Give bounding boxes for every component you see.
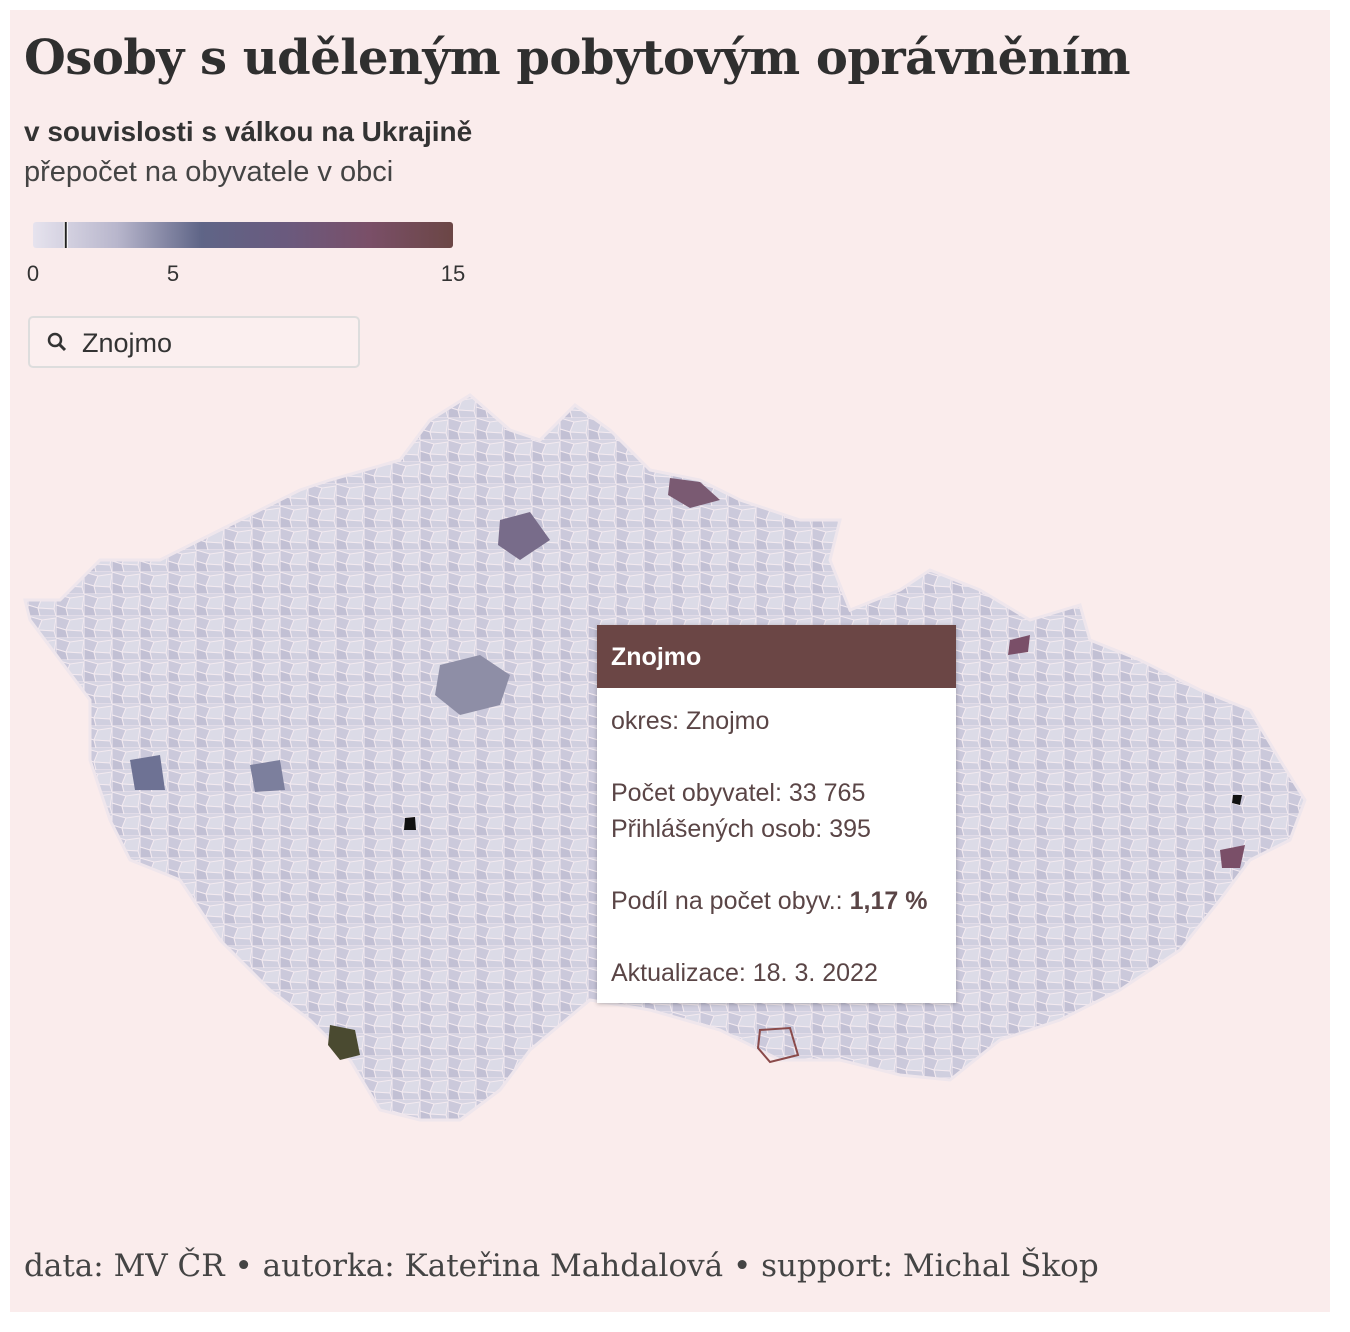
legend-bar bbox=[33, 222, 453, 248]
tooltip-population: Počet obyvatel: 33 765 bbox=[611, 779, 865, 808]
search-icon bbox=[47, 332, 67, 352]
tooltip-registered: Přihlášených osob: 395 bbox=[611, 815, 871, 844]
region bbox=[250, 760, 285, 792]
tooltip: Znojmo okres: Znojmo Počet obyvatel: 33 … bbox=[597, 625, 956, 1003]
label: Počet obyvatel: bbox=[611, 779, 782, 807]
region bbox=[404, 817, 416, 830]
region bbox=[1232, 795, 1242, 805]
region bbox=[1008, 635, 1030, 655]
footer: data: MV ČR • autorka: Kateřina Mahdalov… bbox=[24, 1248, 1099, 1284]
znojmo-highlight bbox=[756, 1026, 800, 1064]
region bbox=[1220, 845, 1245, 868]
tooltip-district: okres: Znojmo bbox=[611, 707, 769, 736]
search-box[interactable]: Znojmo bbox=[28, 316, 360, 368]
region bbox=[130, 755, 165, 790]
legend-tick-label: 0 bbox=[27, 261, 39, 286]
region bbox=[328, 1025, 360, 1060]
value: 18. 3. 2022 bbox=[752, 959, 878, 987]
value: 33 765 bbox=[788, 779, 866, 807]
description: přepočet na obyvatele v obci bbox=[24, 156, 394, 188]
tooltip-updated: Aktualizace: 18. 3. 2022 bbox=[611, 959, 878, 988]
tooltip-share: Podíl na počet obyv.: 1,17 % bbox=[611, 887, 927, 916]
label: Přihlášených osob: bbox=[611, 815, 823, 843]
value: Znojmo bbox=[686, 707, 770, 735]
legend: 0 5 15 bbox=[27, 222, 465, 286]
value: 1,17 % bbox=[849, 887, 928, 915]
region bbox=[498, 512, 550, 560]
title: Osoby s uděleným pobytovým oprávněním bbox=[24, 30, 1131, 86]
label: Podíl na počet obyv.: bbox=[611, 887, 843, 915]
label: Aktualizace: bbox=[611, 959, 746, 987]
legend-tick-label: 5 bbox=[167, 261, 179, 286]
tooltip-title: Znojmo bbox=[597, 625, 956, 688]
legend-tick-label: 15 bbox=[441, 261, 465, 286]
subtitle: v souvislosti s válkou na Ukrajině bbox=[24, 116, 473, 147]
value: 395 bbox=[829, 815, 871, 843]
label: okres: bbox=[611, 707, 680, 735]
region bbox=[668, 478, 720, 508]
prague bbox=[435, 655, 510, 715]
search-value: Znojmo bbox=[82, 328, 173, 358]
